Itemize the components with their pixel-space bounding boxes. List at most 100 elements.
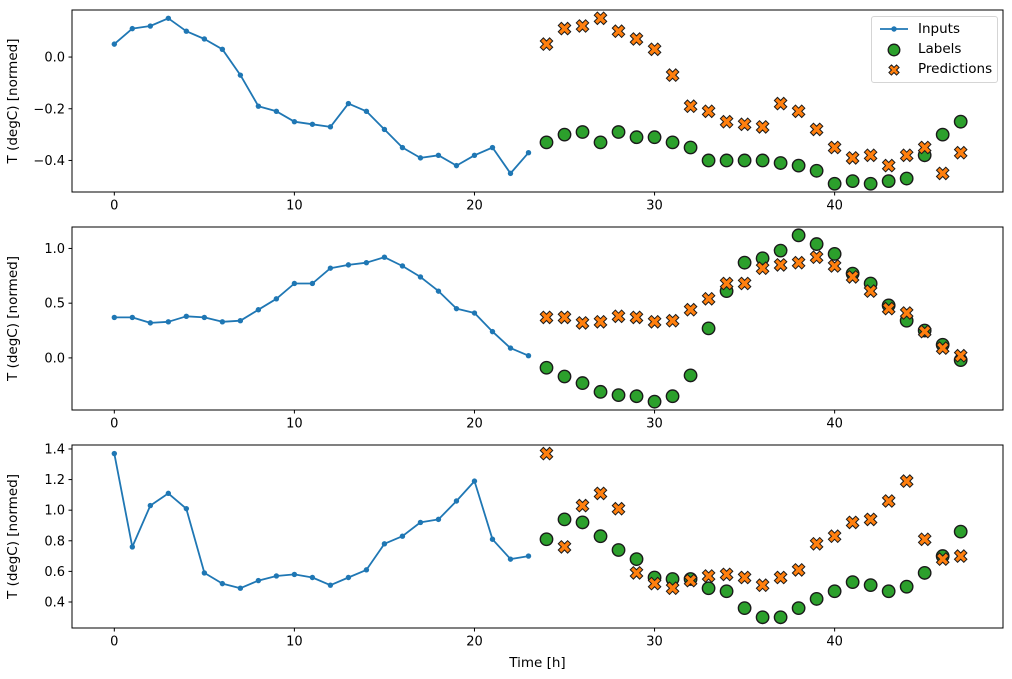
y-tick-label: 1.0 <box>44 242 65 257</box>
data-point <box>647 576 662 591</box>
data-point <box>737 117 752 132</box>
data-point <box>363 108 370 115</box>
data-point <box>791 255 806 270</box>
data-point <box>575 376 590 390</box>
data-point <box>845 269 860 284</box>
data-point <box>255 307 262 313</box>
data-point <box>435 152 442 158</box>
data-point <box>809 592 824 606</box>
data-point <box>773 257 788 272</box>
data-point <box>201 36 208 42</box>
data-point <box>309 574 316 581</box>
data-point <box>611 388 626 403</box>
data-point <box>165 490 172 497</box>
data-point <box>809 237 824 251</box>
data-point <box>453 498 460 504</box>
y-tick-label: 0.6 <box>44 565 65 580</box>
y-axis: 1.4 1.2 1.0 0.8 0.6 0.4 <box>44 442 72 610</box>
subplot-3: 0 10 20 30 40 1.4 1.2 1.0 0.8 0.6 0.4 T (degC) [nor… <box>5 442 1004 671</box>
data-point <box>773 610 788 625</box>
data-point <box>363 259 370 266</box>
data-point <box>183 313 190 320</box>
data-point <box>539 532 554 547</box>
data-point <box>129 25 136 32</box>
data-point <box>827 259 842 273</box>
data-point <box>629 310 644 325</box>
legend-item-predictions: Predictions <box>879 60 997 80</box>
data-point <box>701 153 716 168</box>
data-point <box>791 228 806 243</box>
data-point <box>899 474 914 489</box>
y-tick-label: 0.0 <box>44 51 65 66</box>
data-point <box>309 121 316 127</box>
data-point <box>183 505 190 512</box>
data-point <box>219 46 226 52</box>
axes-frame <box>71 9 1004 193</box>
data-point <box>953 549 968 564</box>
data-point <box>719 584 734 599</box>
data-point <box>575 125 590 139</box>
data-point <box>683 302 698 317</box>
inputs-line <box>111 450 532 591</box>
data-point <box>309 280 316 287</box>
data-point <box>899 579 914 594</box>
data-point <box>219 580 226 587</box>
data-point <box>273 108 280 115</box>
data-point <box>593 135 608 150</box>
axes-frame <box>71 226 1004 411</box>
data-point <box>111 450 118 457</box>
data-point <box>471 478 478 484</box>
data-point <box>489 536 496 542</box>
data-point <box>237 317 244 324</box>
data-point <box>935 127 950 142</box>
data-point <box>611 501 626 516</box>
data-point <box>899 171 914 186</box>
data-point <box>845 174 860 189</box>
data-point <box>435 516 442 523</box>
x-tick-label: 20 <box>466 199 483 214</box>
data-point <box>593 384 608 399</box>
data-point <box>381 126 388 133</box>
data-point <box>719 114 734 129</box>
data-point <box>201 570 208 576</box>
data-point <box>557 539 572 554</box>
data-point <box>737 570 752 585</box>
data-point <box>791 158 806 173</box>
data-point <box>593 11 608 26</box>
data-point <box>917 566 932 580</box>
data-point <box>665 135 680 150</box>
y-tick-label: −0.4 <box>33 154 65 169</box>
data-point <box>273 573 280 579</box>
data-point <box>575 315 590 330</box>
data-point <box>863 148 878 163</box>
data-point <box>147 23 154 29</box>
x-tick-label: 0 <box>110 199 118 214</box>
data-point <box>845 575 860 589</box>
labels-points <box>539 114 968 191</box>
data-point <box>647 394 662 409</box>
data-point <box>863 512 878 527</box>
inputs-polyline <box>113 17 530 175</box>
data-point <box>701 581 716 596</box>
legend-label-inputs: Inputs <box>918 20 960 37</box>
data-point <box>863 578 878 593</box>
inputs-line <box>111 254 532 359</box>
data-point <box>611 543 626 557</box>
data-point <box>611 125 626 139</box>
data-point <box>237 585 244 591</box>
data-point <box>899 306 914 320</box>
data-point <box>489 328 496 335</box>
data-point <box>755 578 770 593</box>
data-point <box>273 296 280 302</box>
data-point <box>953 348 968 363</box>
data-point <box>827 584 842 599</box>
data-point <box>845 515 860 530</box>
data-point <box>327 265 334 271</box>
data-point <box>701 291 716 306</box>
data-point <box>773 570 788 585</box>
data-point <box>327 124 334 130</box>
data-point <box>327 582 334 588</box>
data-point <box>557 21 572 36</box>
data-point <box>183 28 190 34</box>
data-point <box>935 552 950 567</box>
